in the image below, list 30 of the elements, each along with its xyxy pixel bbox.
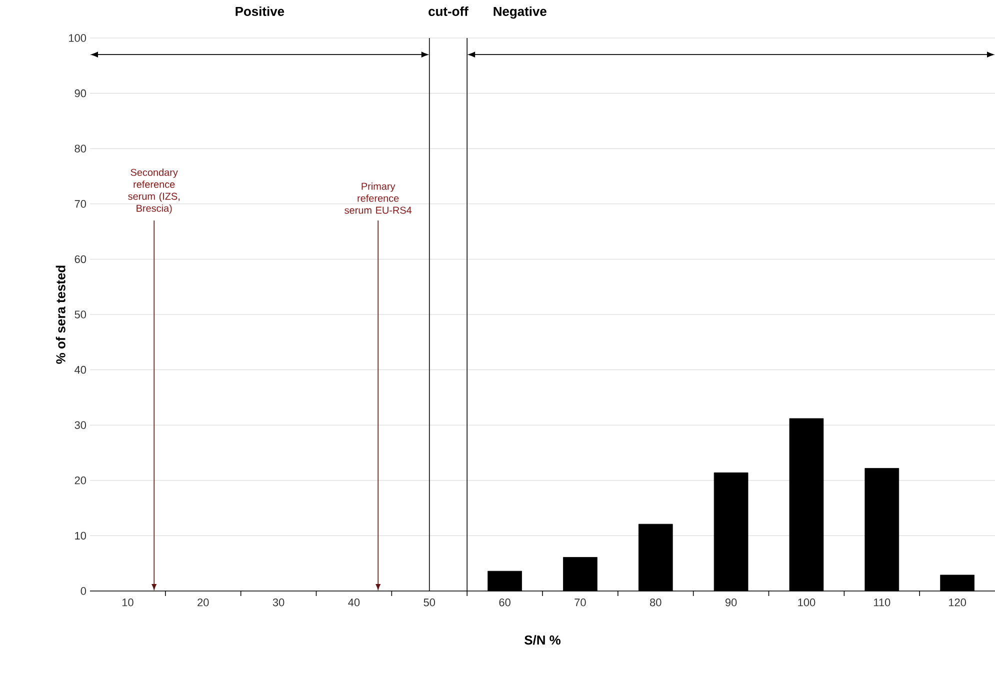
y-tick-label: 100 [69, 34, 86, 42]
y-tick-label: 50 [74, 310, 86, 318]
annotation: Primary reference serum EU-RS4 [344, 182, 412, 214]
y-tick-label: 30 [74, 421, 86, 429]
x-tick-label: 10 [122, 598, 134, 606]
x-tick-label: 30 [272, 598, 284, 606]
x-tick-label: 60 [499, 598, 510, 606]
x-tick-label: 110 [874, 598, 890, 606]
x-tick-label: 70 [574, 598, 586, 606]
x-tick-label: 100 [798, 598, 816, 606]
x-tick-label: 40 [348, 598, 360, 606]
ref-line-label: cut-off [428, 6, 468, 16]
x-tick-label: 20 [198, 598, 209, 606]
x-tick-label: 120 [948, 598, 966, 606]
x-axis-title: S/N % [524, 635, 560, 645]
y-tick-label: 40 [74, 366, 86, 374]
y-tick-label: 0 [80, 587, 86, 595]
y-tick-label: 10 [75, 532, 86, 540]
annotation: Secondary reference serum (IZS, Brescia) [128, 168, 180, 214]
y-tick-label: 80 [74, 144, 86, 152]
y-axis-title: % of sera tested [56, 266, 66, 364]
x-tick-label: 80 [650, 598, 662, 606]
x-tick-label: 90 [725, 598, 737, 606]
y-tick-label: 90 [74, 89, 86, 98]
text: Positive [236, 6, 284, 16]
x-tick-label: 50 [424, 598, 436, 606]
y-tick-label: 70 [74, 200, 86, 208]
y-tick-label: 60 [74, 255, 86, 264]
text: Negative [494, 6, 546, 19]
y-tick-label: 20 [74, 476, 86, 484]
